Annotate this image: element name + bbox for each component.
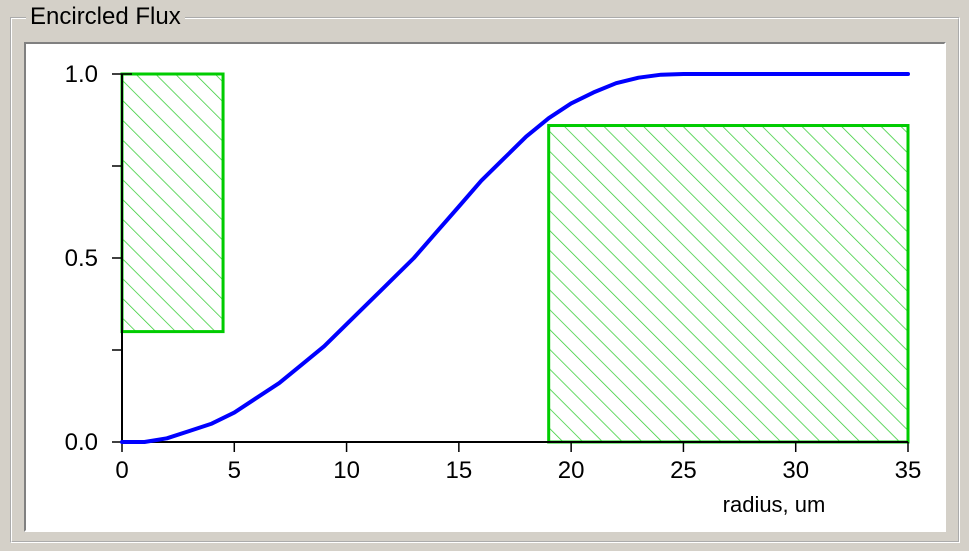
plot-panel: 0 5 10 15 20 25 30 35 0.0 0.5 1.0 radius, um [24,42,946,532]
encircled-flux-groupbox [10,17,960,543]
x-tick-label: 0 [115,457,128,484]
panel-title: Encircled Flux [26,4,185,30]
y-tick-label: 0.0 [65,429,98,456]
x-tick-label: 35 [895,457,922,484]
x-tick-label: 10 [333,457,360,484]
encircled-flux-chart: 0 5 10 15 20 25 30 35 0.0 0.5 1.0 radius, um [65,61,922,517]
x-tick-label: 25 [670,457,697,484]
x-tick-label: 30 [782,457,809,484]
hatched-region-2 [547,124,910,444]
x-tick-label: 15 [446,457,473,484]
x-tick-label: 20 [558,457,585,484]
x-tick-label: 5 [228,457,241,484]
x-axis-label: radius, um [723,492,826,517]
y-tick-label: 1.0 [65,61,98,88]
y-tick-label: 0.5 [65,245,98,272]
hatched-region-1 [120,72,225,334]
encircled-flux-curve [120,72,910,444]
